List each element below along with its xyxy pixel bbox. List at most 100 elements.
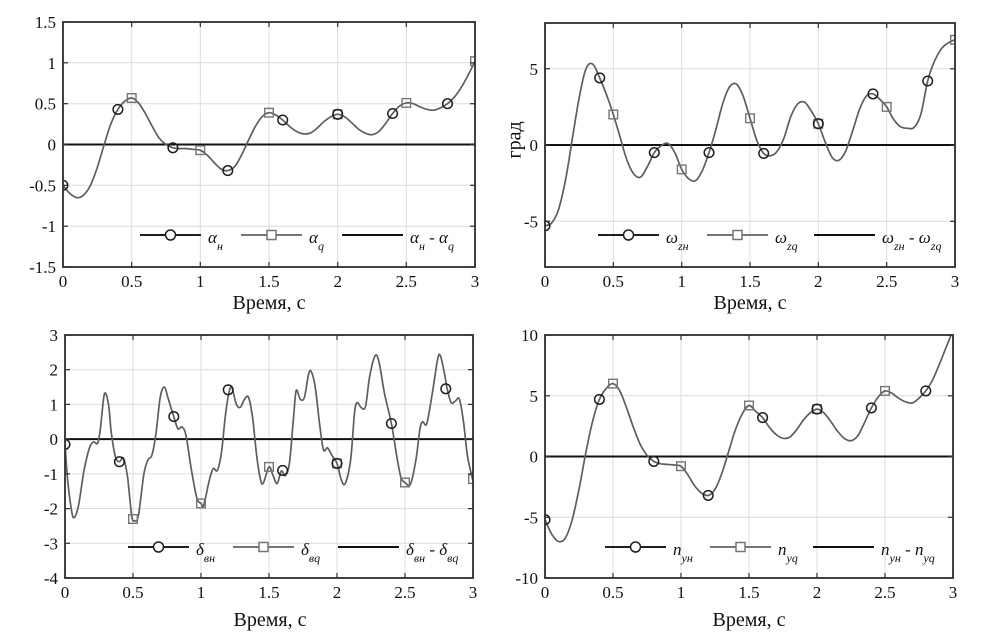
xlabel-alpha: Время, с bbox=[232, 292, 306, 314]
marker-square bbox=[880, 385, 891, 396]
legend-marker-circle bbox=[152, 541, 165, 553]
subplot-alpha: 0 0.5 1 1.5 2 2.5 3 -1.5 -1 -0.5 0 0.5 1 1.5 αн αq αн - … bbox=[29, 13, 479, 291]
marker-square bbox=[745, 113, 756, 124]
y-tick-label: 5 bbox=[530, 60, 539, 79]
marker-circle bbox=[811, 403, 823, 415]
marker-circle bbox=[332, 108, 344, 120]
y-tick-label: 1 bbox=[50, 395, 59, 414]
legend-label: αн bbox=[208, 228, 223, 253]
y-tick-label: -0.5 bbox=[29, 176, 56, 195]
series-omega_z-curve bbox=[545, 39, 955, 227]
xlabel-ny: Время, с bbox=[712, 609, 786, 631]
x-tick-label: 2.5 bbox=[396, 272, 417, 291]
marker-circle bbox=[594, 72, 606, 84]
marker-square bbox=[400, 477, 411, 488]
marker-circle bbox=[168, 411, 180, 423]
x-tick-label: 2.5 bbox=[394, 583, 415, 602]
marker-square bbox=[195, 145, 206, 156]
marker-square bbox=[676, 461, 687, 472]
xlabel-delta: Время, с bbox=[233, 609, 307, 631]
marker-square bbox=[126, 92, 137, 103]
y-tick-label: 3 bbox=[50, 326, 59, 345]
marker-circle bbox=[385, 417, 397, 430]
x-tick-label: 1 bbox=[677, 583, 686, 602]
y-tick-label: 2 bbox=[50, 361, 59, 380]
y-tick-label: -1.5 bbox=[29, 258, 56, 277]
legend-marker-square bbox=[732, 229, 743, 241]
x-tick-label: 1 bbox=[677, 272, 686, 291]
x-tick-label: 2.5 bbox=[874, 583, 895, 602]
marker-circle bbox=[865, 402, 877, 414]
y-tick-label: 0 bbox=[530, 448, 539, 467]
series-delta_v-curve bbox=[65, 353, 473, 522]
y-tick-label: -3 bbox=[44, 534, 58, 553]
marker-circle bbox=[703, 147, 715, 159]
x-tick-label: 2 bbox=[333, 583, 342, 602]
legend-marker-circle bbox=[164, 229, 177, 241]
marker-square bbox=[881, 101, 892, 112]
marker-circle bbox=[277, 464, 289, 476]
marker-circle bbox=[277, 114, 289, 126]
marker-circle bbox=[812, 118, 824, 130]
series-n_y-curve bbox=[545, 335, 952, 543]
marker-circle bbox=[440, 383, 452, 395]
marker-square bbox=[264, 107, 275, 118]
marker-square bbox=[470, 56, 475, 67]
x-tick-label: 1 bbox=[197, 583, 206, 602]
y-tick-label: 1.5 bbox=[35, 13, 56, 32]
marker-circle bbox=[112, 103, 124, 115]
marker-circle bbox=[920, 385, 932, 397]
y-tick-label: -5 bbox=[524, 508, 538, 527]
y-tick-label: -1 bbox=[44, 465, 58, 484]
legend-label: δвн bbox=[196, 540, 215, 565]
marker-circle bbox=[387, 107, 399, 120]
x-tick-label: 3 bbox=[469, 583, 478, 602]
x-tick-label: 1.5 bbox=[738, 583, 759, 602]
subplot-omega_z: 0 0.5 1 1.5 2 2.5 3 -5 0 5 ωzн ωzq ωzн - ωzq bbox=[524, 22, 959, 291]
marker-square bbox=[950, 34, 955, 45]
subplot-n_y: 0 0.5 1 1.5 2 2.5 3 -10 -5 0 5 10 nyн nyq nyн - nyq bbox=[515, 326, 957, 602]
y-tick-label: 0 bbox=[50, 430, 59, 449]
marker-circle bbox=[867, 88, 879, 100]
marker-square bbox=[676, 164, 687, 175]
legend-marker-circle bbox=[622, 229, 635, 241]
legend-label: ωzq bbox=[775, 228, 798, 253]
x-tick-label: 1 bbox=[196, 272, 205, 291]
legend-marker-circle bbox=[629, 541, 642, 553]
marker-circle bbox=[648, 147, 660, 159]
x-tick-label: 0.5 bbox=[602, 583, 623, 602]
marker-circle bbox=[441, 98, 454, 110]
x-tick-label: 2.5 bbox=[876, 272, 897, 291]
marker-circle bbox=[167, 142, 179, 154]
marker-circle bbox=[702, 489, 714, 501]
y-tick-label: -5 bbox=[524, 212, 538, 231]
marker-square bbox=[264, 461, 275, 472]
legend-marker-square bbox=[735, 541, 746, 553]
y-tick-label: 0.5 bbox=[35, 95, 56, 114]
y-tick-label: -4 bbox=[44, 569, 59, 588]
y-tick-label: 0 bbox=[48, 136, 57, 155]
marker-square bbox=[127, 514, 138, 525]
marker-circle bbox=[648, 455, 660, 467]
legend-label: δвq bbox=[301, 540, 320, 565]
legend-label: nyq bbox=[778, 540, 798, 565]
series-alpha-markers bbox=[63, 56, 475, 191]
marker-circle bbox=[593, 393, 605, 405]
x-tick-label: 2 bbox=[333, 272, 342, 291]
marker-circle bbox=[757, 412, 769, 424]
x-tick-label: 0.5 bbox=[121, 272, 142, 291]
x-tick-label: 1.5 bbox=[258, 272, 279, 291]
marker-square bbox=[468, 474, 473, 485]
y-tick-label: -10 bbox=[515, 569, 538, 588]
legend-marker-square bbox=[258, 541, 269, 553]
x-tick-label: 3 bbox=[471, 272, 480, 291]
legend-label: αн - αq bbox=[410, 228, 454, 253]
y-tick-label: 0 bbox=[530, 136, 539, 155]
legend-label: δвн - δвq bbox=[406, 540, 458, 565]
series-omega_z-markers bbox=[545, 34, 955, 232]
y-tick-label: -2 bbox=[44, 500, 58, 519]
marker-circle bbox=[758, 147, 770, 159]
marker-circle bbox=[331, 457, 343, 469]
legend-label: αq bbox=[309, 228, 324, 253]
x-tick-label: 2 bbox=[814, 272, 823, 291]
